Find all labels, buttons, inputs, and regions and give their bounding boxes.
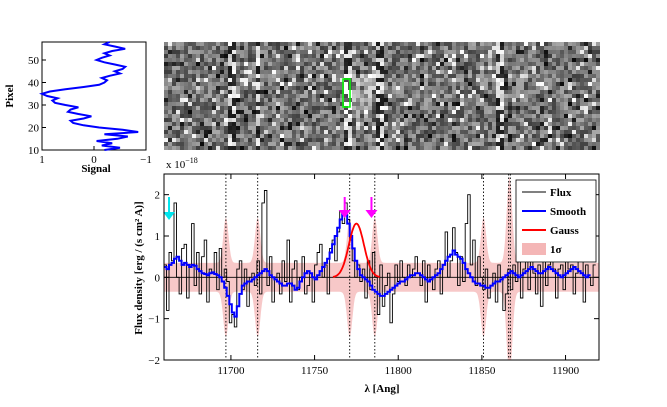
spectrum-y-ticks: −2 −1 0 1 2	[148, 190, 599, 367]
sky-lines	[225, 174, 511, 360]
spectrum-2d-noise	[164, 42, 600, 150]
spectrum-y-tick-label: −2	[148, 355, 160, 367]
legend-label: Smooth	[550, 206, 586, 218]
legend-label: 1σ	[550, 244, 562, 256]
aperture-marker	[342, 78, 351, 108]
spectrum-y-tick-label: 1	[155, 231, 161, 243]
spectrum-1d-axes-box	[163, 173, 600, 361]
spectrum-x-tick-label: 11750	[301, 365, 329, 377]
profile-y-label: Pixel	[4, 84, 16, 107]
spectrum-y-tick-label: 2	[155, 190, 161, 202]
profile-series-line	[39, 41, 139, 151]
profile-y-tick-label: 50	[28, 55, 40, 67]
profile-y-tick-label: 30	[28, 100, 40, 112]
spectrum-x-tick-label: 11800	[385, 365, 413, 377]
spectrum-y-tick-label: −1	[148, 314, 160, 326]
spectrum-2d-panel	[164, 42, 600, 150]
magenta-arrow	[338, 210, 351, 218]
legend-swatch	[522, 243, 546, 255]
spectrum-x-ticks: 11700 11750 11800 11850 11900	[217, 174, 580, 377]
profile-x-label: Signal	[81, 163, 110, 175]
spectrum-y-label: Flux density [erg / (s cm² A)]	[133, 201, 145, 334]
profile-axes-box	[41, 41, 147, 151]
spectrum-x-label: λ [Ang]	[364, 383, 399, 395]
legend: Flux Smooth Gauss 1σ	[515, 179, 597, 263]
profile-x-ticks: 1 0 −1	[39, 146, 152, 166]
cyan-arrow	[163, 212, 176, 220]
gauss-fit-line	[332, 222, 381, 278]
profile-x-tick-label: 0	[91, 154, 97, 166]
magenta-arrow	[365, 210, 378, 218]
spectrum-x-tick-label: 11900	[552, 365, 580, 377]
spectrum-x-tick-label: 11850	[468, 365, 496, 377]
sigma-band	[164, 176, 599, 360]
profile-y-ticks: 10 20 30 40 50	[28, 55, 46, 157]
legend-label: Gauss	[550, 225, 579, 237]
legend-label: Flux	[550, 187, 572, 199]
profile-y-tick-label: 20	[28, 123, 40, 135]
spectrum-y-tick-label: 0	[155, 272, 161, 284]
profile-y-tick-label: 40	[28, 78, 40, 90]
spectrum-1d-panel: −2 −1 0 1 2 11700 11750 11800 11850 11900 x 10−1…	[133, 156, 600, 395]
profile-x-tick-label: −1	[140, 154, 152, 166]
profile-x-tick-label: 1	[39, 154, 45, 166]
spectrum-x-tick-label: 11700	[217, 365, 245, 377]
smooth-series-line	[164, 212, 591, 318]
profile-y-tick-label: 10	[28, 145, 40, 157]
y-exponent: x 10−18	[166, 156, 198, 171]
